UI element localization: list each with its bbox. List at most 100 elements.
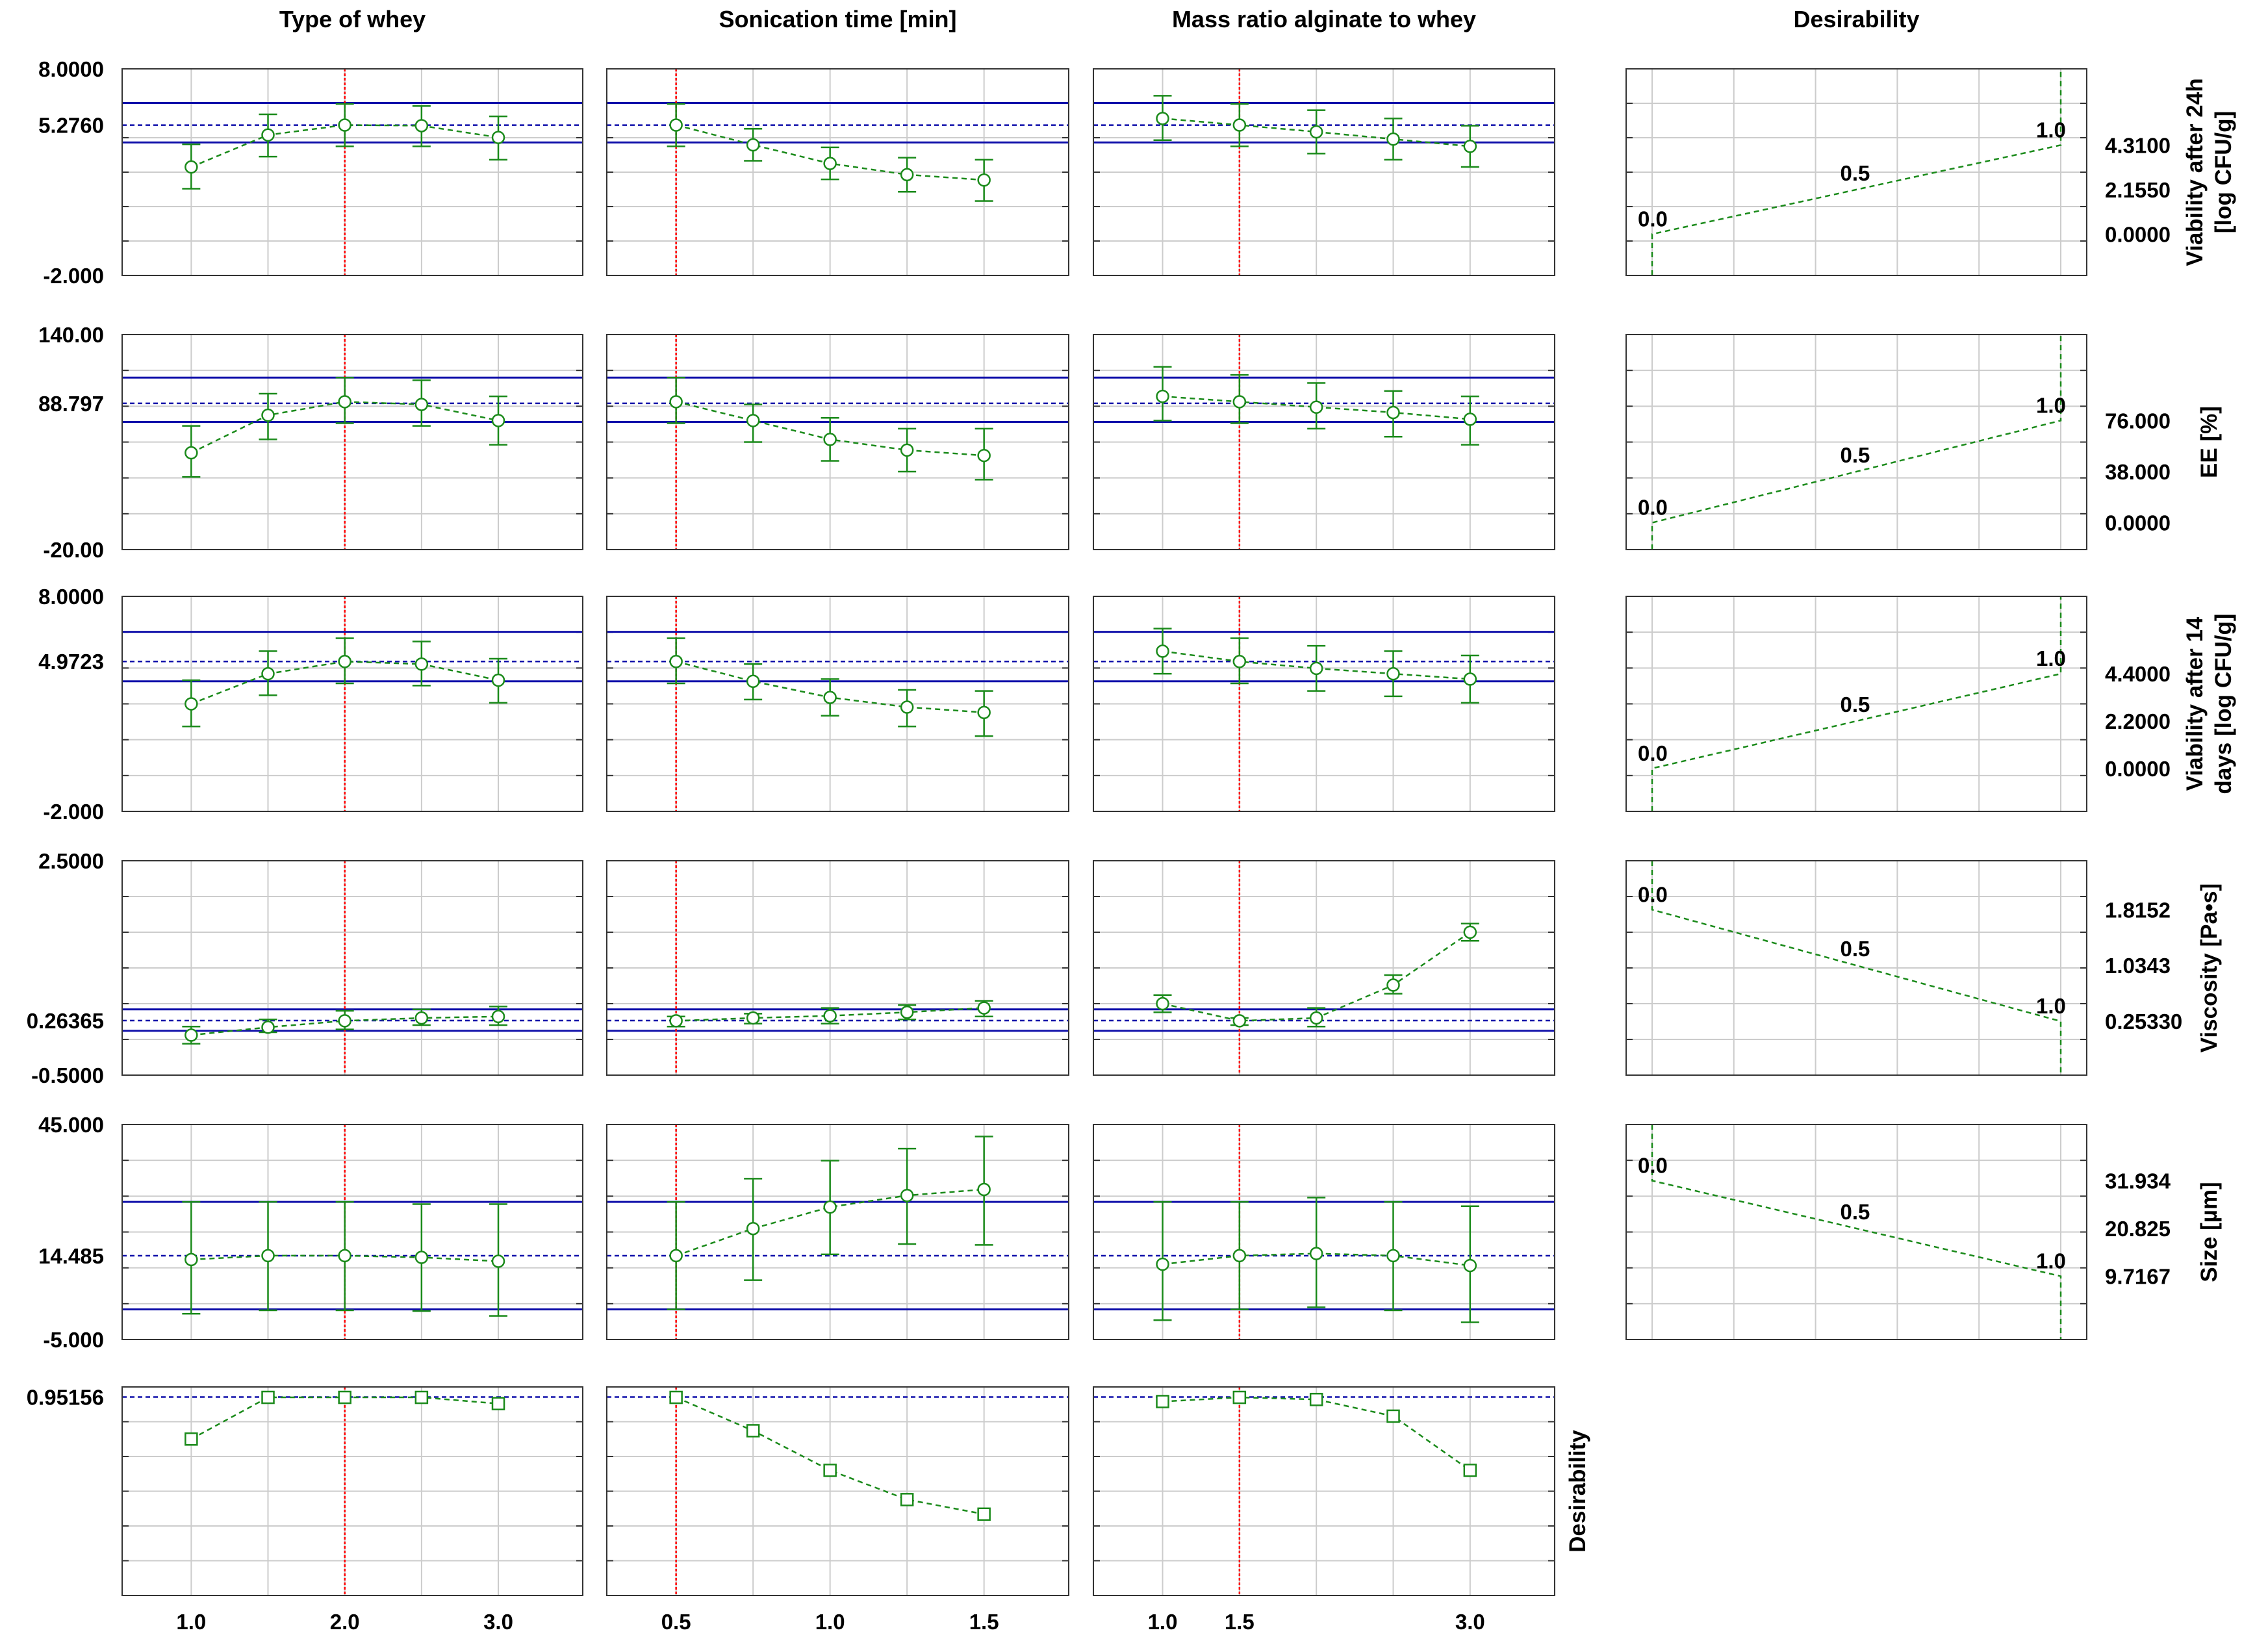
data-point [414, 119, 429, 133]
data-point [1156, 997, 1169, 1011]
data-point [669, 655, 683, 668]
desirability-label-0: 0.0 [1638, 207, 1668, 231]
response-panel-frame [121, 334, 583, 550]
data-point [900, 1005, 914, 1019]
data-point [900, 1188, 914, 1202]
desirability-panel-frame [1625, 860, 2087, 1076]
y-label-top: 45.000 [38, 1113, 104, 1137]
data-point [977, 1182, 991, 1197]
desirability-column-title: Desirability [1793, 6, 1919, 32]
series-line [190, 401, 499, 454]
data-point [1232, 655, 1247, 668]
y-label-current: 0.26365 [27, 1009, 104, 1033]
response-axis-label: EE [%] [2197, 406, 2222, 478]
column-title-1: Sonication time [min] [719, 6, 956, 32]
desirability-panel-frame [1625, 1124, 2087, 1340]
desirability-row-y-label: 0.95156 [27, 1386, 104, 1410]
data-point [1463, 140, 1477, 153]
data-point [1463, 925, 1477, 939]
data-point [977, 448, 991, 463]
data-point [338, 655, 351, 668]
response-axis-label: days [log CFU/g] [2211, 613, 2236, 794]
series-line [1162, 1252, 1470, 1267]
data-point [1309, 125, 1323, 139]
data-point [746, 674, 760, 688]
data-point [823, 157, 837, 170]
data-point [338, 395, 351, 409]
data-point [1386, 667, 1400, 681]
data-point [1463, 1258, 1477, 1273]
data-point [669, 118, 683, 132]
series-line [190, 661, 499, 705]
desirability-right-label: 38.000 [2105, 460, 2171, 484]
x-tick-label: 1.0 [1148, 1610, 1178, 1634]
desirability-point [338, 1390, 351, 1404]
desirability-label-05: 0.5 [1841, 161, 1870, 185]
desirability-label-0: 0.0 [1638, 496, 1668, 520]
data-point [746, 414, 760, 427]
response-panel-frame [606, 1124, 1069, 1340]
data-point [491, 414, 505, 427]
data-point [746, 138, 760, 152]
y-label-top: 2.5000 [38, 849, 104, 873]
response-axis-label: Viability after 24h [2182, 78, 2208, 266]
response-panel-frame [121, 860, 583, 1076]
desirability-label-1: 1.0 [2036, 1249, 2066, 1273]
y-label-top: 8.0000 [38, 57, 104, 81]
data-point [185, 160, 198, 174]
desirability-point [414, 1390, 429, 1404]
data-point [1232, 395, 1247, 409]
series-line [191, 1015, 499, 1036]
data-point [1156, 1257, 1169, 1271]
desirability-point [900, 1493, 914, 1506]
data-point [338, 1014, 351, 1028]
desirability-point [185, 1432, 198, 1446]
x-tick-label: 1.0 [815, 1610, 845, 1634]
desirability-panel-frame [1625, 68, 2087, 276]
response-panel-frame [606, 596, 1069, 812]
desirability-right-label: 2.2000 [2105, 709, 2171, 733]
data-point [823, 1200, 837, 1214]
y-label-current: 88.797 [38, 392, 104, 416]
response-panel-frame [606, 860, 1069, 1076]
desirability-right-label: 0.0000 [2105, 511, 2171, 535]
y-label-bottom: -2.000 [43, 264, 104, 288]
desirability-right-label: 0.25330 [2105, 1010, 2182, 1034]
data-point [414, 1251, 429, 1264]
data-point [338, 118, 351, 132]
y-label-bottom: -5.000 [43, 1328, 104, 1352]
desirability-label-05: 0.5 [1841, 692, 1870, 717]
response-panel-frame [606, 334, 1069, 550]
y-label-current: 4.9723 [38, 650, 104, 674]
response-axis-label: Viability after 14 [2182, 616, 2208, 791]
data-point [669, 395, 683, 409]
desirability-right-label: 9.7167 [2105, 1265, 2171, 1289]
column-title-0: Type of whey [279, 6, 426, 32]
data-point [900, 443, 914, 457]
desirability-label-0: 0.0 [1638, 741, 1668, 765]
x-tick-label: 3.0 [483, 1610, 513, 1634]
data-point [1232, 1014, 1247, 1028]
data-point [185, 1028, 198, 1042]
desirability-point [746, 1424, 760, 1438]
desirability-point [491, 1397, 505, 1410]
desirability-panel-frame [1625, 596, 2087, 812]
data-point [185, 446, 198, 460]
x-tick-label: 1.0 [176, 1610, 206, 1634]
data-point [1309, 1011, 1323, 1025]
x-tick-label: 2.0 [330, 1610, 360, 1634]
desirability-point [977, 1507, 991, 1521]
desirability-label-0: 0.0 [1638, 882, 1668, 906]
response-panel-frame [121, 1124, 583, 1340]
desirability-right-label: 2.1550 [2105, 178, 2171, 202]
data-point [669, 1014, 683, 1028]
desirability-right-label: 4.4000 [2105, 662, 2171, 686]
data-point [823, 1009, 837, 1023]
series-line [1162, 118, 1470, 147]
y-label-bottom: -0.5000 [31, 1063, 104, 1087]
data-point [1309, 1247, 1323, 1260]
y-label-top: 140.00 [38, 323, 104, 347]
data-point [1309, 400, 1323, 414]
data-point [977, 173, 991, 187]
